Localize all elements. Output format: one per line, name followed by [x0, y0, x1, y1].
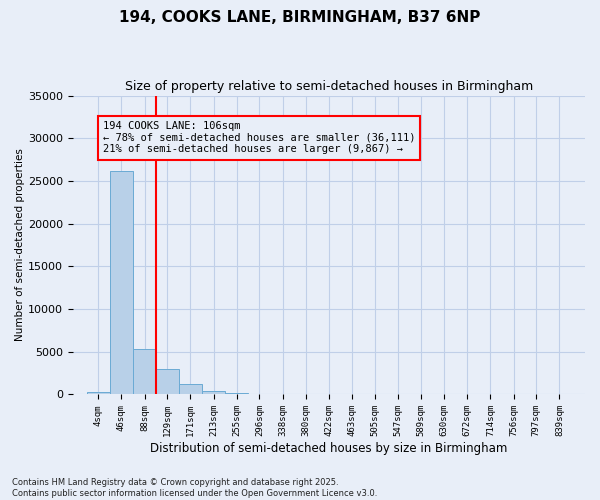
- Bar: [110, 170, 133, 394]
- Bar: [87, 392, 110, 394]
- Text: 194 COOKS LANE: 106sqm
← 78% of semi-detached houses are smaller (36,111)
21% of: 194 COOKS LANE: 106sqm ← 78% of semi-det…: [103, 121, 415, 154]
- Bar: [226, 393, 248, 394]
- Bar: [156, 369, 179, 394]
- X-axis label: Distribution of semi-detached houses by size in Birmingham: Distribution of semi-detached houses by …: [150, 442, 508, 455]
- Bar: [202, 391, 225, 394]
- Title: Size of property relative to semi-detached houses in Birmingham: Size of property relative to semi-detach…: [125, 80, 533, 93]
- Bar: [133, 349, 156, 395]
- Y-axis label: Number of semi-detached properties: Number of semi-detached properties: [15, 148, 25, 342]
- Text: 194, COOKS LANE, BIRMINGHAM, B37 6NP: 194, COOKS LANE, BIRMINGHAM, B37 6NP: [119, 10, 481, 25]
- Text: Contains HM Land Registry data © Crown copyright and database right 2025.
Contai: Contains HM Land Registry data © Crown c…: [12, 478, 377, 498]
- Bar: [179, 384, 202, 394]
